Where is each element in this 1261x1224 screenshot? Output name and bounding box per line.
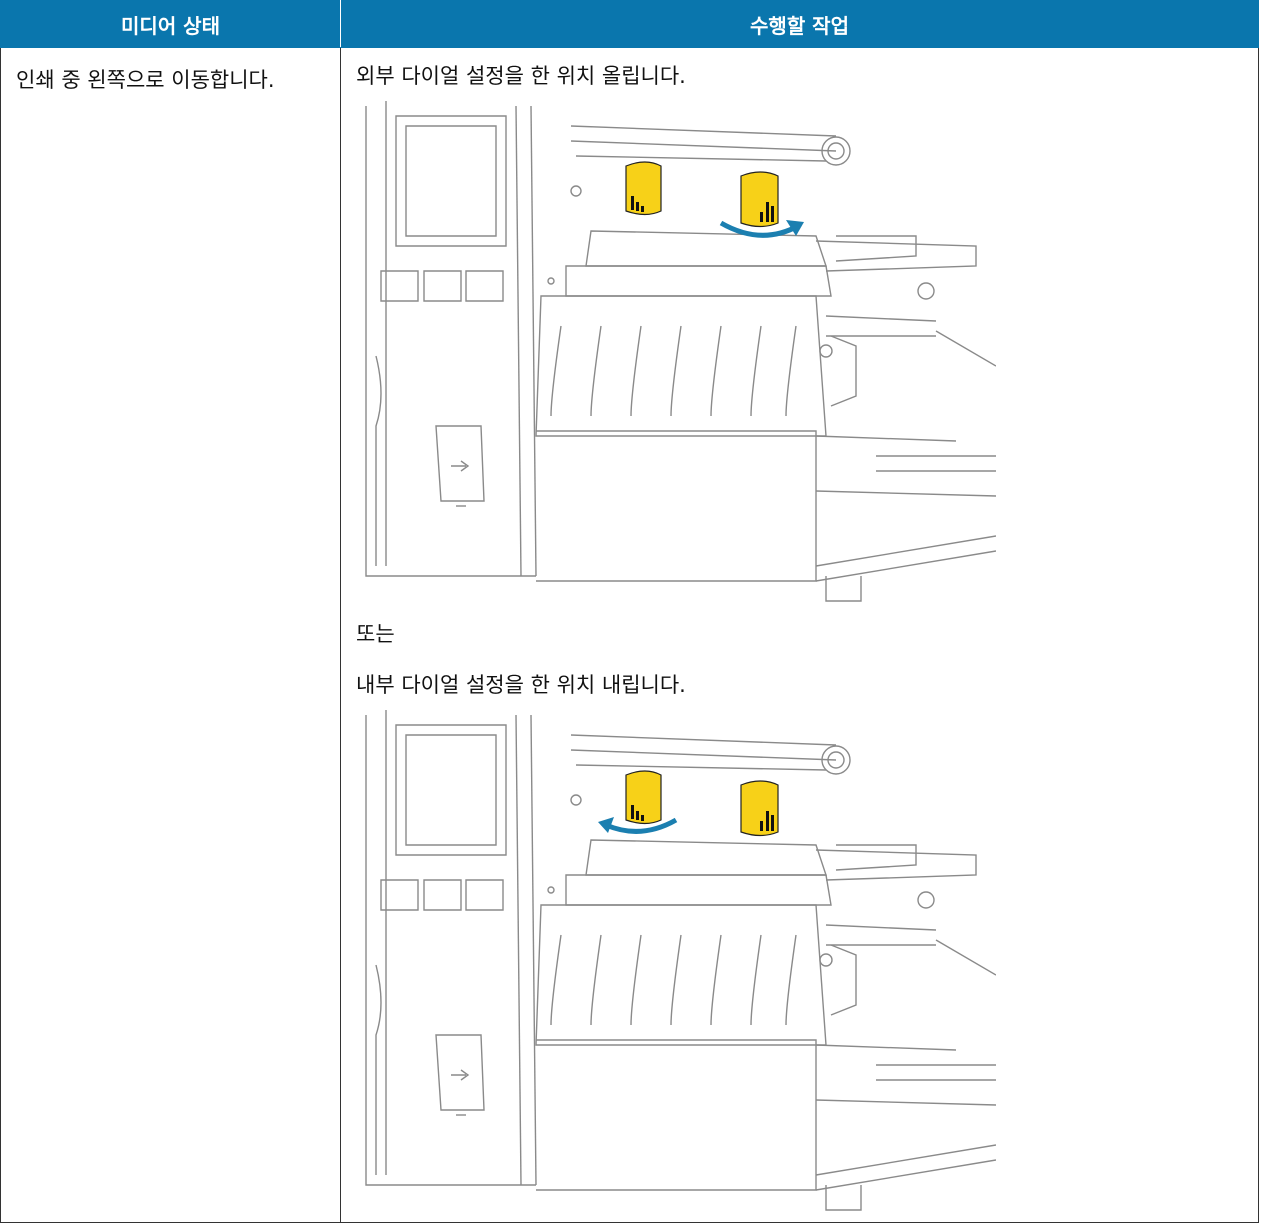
condition-text: 인쇄 중 왼쪽으로 이동합니다. bbox=[16, 68, 275, 92]
printer-illustration bbox=[356, 96, 996, 606]
action-text: 내부 다이얼 설정을 한 위치 내립니다. bbox=[356, 673, 686, 697]
body-row: 인쇄 중 왼쪽으로 이동합니다. 외부 다이얼 설정을 한 위치 올립니다. 또… bbox=[0, 47, 1259, 1223]
condition-cell: 인쇄 중 왼쪽으로 이동합니다. bbox=[0, 47, 341, 1223]
header-cell: 수행할 작업 bbox=[340, 0, 1259, 48]
action-text: 외부 다이얼 설정을 한 위치 올립니다. bbox=[356, 64, 686, 88]
header-row: 미디어 상태 수행할 작업 bbox=[0, 0, 1259, 48]
header-cell: 미디어 상태 bbox=[0, 0, 341, 48]
printer-illustration bbox=[356, 705, 996, 1215]
action-cell: 외부 다이얼 설정을 한 위치 올립니다. 또는 내부 다이얼 설정을 한 위치… bbox=[340, 47, 1259, 1223]
or-text: 또는 bbox=[356, 622, 395, 646]
